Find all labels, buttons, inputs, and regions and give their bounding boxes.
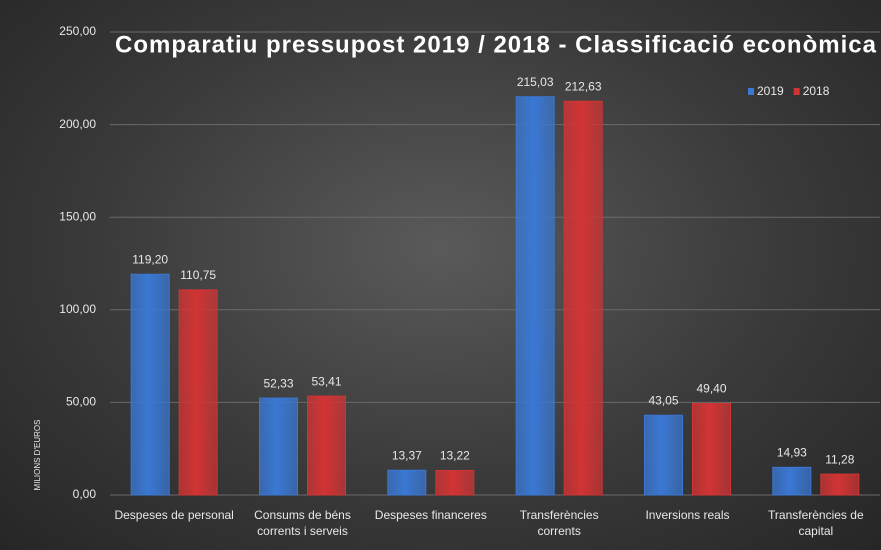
legend-swatch xyxy=(793,88,800,95)
x-tick-label: Inversions reals xyxy=(645,508,730,522)
value-label: 119,20 xyxy=(132,252,168,266)
x-tick-label: Despeses financeres xyxy=(374,508,487,522)
y-tick-label: 0,00 xyxy=(73,487,97,501)
y-tick-label: 50,00 xyxy=(66,395,96,409)
value-label: 53,41 xyxy=(311,374,341,388)
bar xyxy=(259,397,298,496)
value-label: 43,05 xyxy=(648,393,678,407)
value-label: 52,33 xyxy=(263,376,293,390)
value-label: 212,63 xyxy=(565,79,602,93)
value-label: 13,22 xyxy=(440,449,470,463)
legend-swatch xyxy=(748,88,754,95)
legend-label: 2019 xyxy=(757,84,784,98)
value-label: 49,40 xyxy=(696,382,726,396)
value-label: 13,37 xyxy=(392,448,422,462)
value-label: 11,28 xyxy=(825,452,854,466)
value-label: 110,75 xyxy=(180,268,216,282)
y-tick-label: 150,00 xyxy=(59,209,96,223)
x-tick-label: Despeses de personal xyxy=(114,508,234,522)
y-tick-label: 100,00 xyxy=(59,302,96,316)
bar xyxy=(563,100,603,496)
bar xyxy=(692,403,731,496)
legend-label: 2018 xyxy=(803,84,830,98)
chart-title: Comparatiu pressupost 2019 / 2018 - Clas… xyxy=(115,31,877,58)
y-tick-label: 200,00 xyxy=(59,117,96,131)
bar xyxy=(178,289,218,496)
y-axis-label: MILIONS D'EUROS xyxy=(33,420,42,491)
bar xyxy=(435,470,475,496)
bar xyxy=(644,414,683,496)
x-tick-label: Transferències corrents xyxy=(519,508,599,538)
bar xyxy=(772,466,812,496)
bar xyxy=(820,473,860,496)
value-label: 14,93 xyxy=(777,446,807,460)
bar xyxy=(515,96,555,496)
x-tick-label: Transferències de capital xyxy=(768,508,864,538)
value-label: 215,03 xyxy=(517,75,554,89)
bar xyxy=(387,469,427,496)
bar xyxy=(130,273,170,496)
x-tick-label: Consums de béns corrents i serveis xyxy=(254,508,351,538)
bar xyxy=(307,395,346,496)
y-tick-label: 250,00 xyxy=(59,24,96,38)
